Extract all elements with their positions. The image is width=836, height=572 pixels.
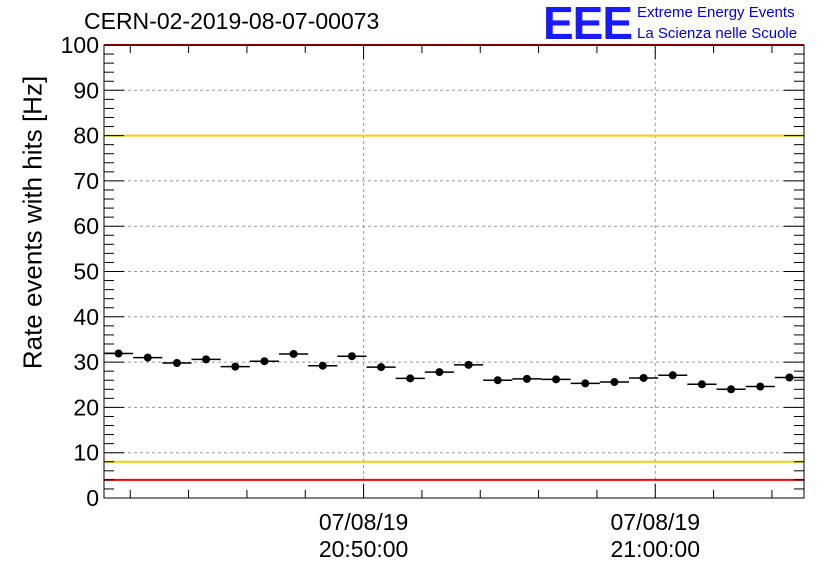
chart-title: CERN-02-2019-08-07-00073 — [84, 8, 380, 34]
data-point — [668, 371, 677, 380]
data-point — [202, 355, 211, 364]
data-points — [104, 349, 804, 394]
data-point — [143, 353, 152, 362]
eee-logo: EEE — [543, 0, 633, 49]
data-point — [260, 357, 269, 366]
y-tick-label: 30 — [73, 349, 99, 375]
data-point — [289, 349, 298, 358]
logo-text-line2: La Scienza nelle Scuole — [637, 25, 798, 42]
data-point — [435, 368, 444, 377]
y-tick-label: 80 — [73, 123, 99, 149]
data-point — [493, 376, 502, 385]
data-point — [347, 352, 356, 361]
data-point — [114, 349, 123, 358]
y-tick-label: 20 — [73, 394, 99, 420]
x-tick-date-label: 07/08/19 — [610, 509, 700, 535]
data-point — [581, 379, 590, 388]
data-point — [552, 375, 561, 384]
data-point — [697, 380, 706, 389]
data-point — [172, 359, 181, 368]
data-point — [785, 373, 794, 382]
data-point — [522, 374, 531, 383]
data-point — [756, 382, 765, 391]
x-tick-time-label: 20:50:00 — [319, 536, 409, 562]
axes: 010203040506070809010007/08/1920:50:0007… — [61, 32, 805, 562]
data-point — [464, 360, 473, 369]
data-point — [377, 363, 386, 372]
y-tick-label: 40 — [73, 304, 99, 330]
data-point — [318, 361, 327, 370]
data-point — [231, 362, 240, 371]
y-tick-label: 100 — [61, 32, 99, 58]
x-tick-time-label: 21:00:00 — [610, 536, 700, 562]
y-tick-label: 90 — [73, 77, 99, 103]
y-tick-label: 50 — [73, 259, 99, 285]
limit-lines — [104, 44, 804, 481]
y-tick-label: 10 — [73, 440, 99, 466]
y-tick-label: 70 — [73, 168, 99, 194]
x-tick-date-label: 07/08/19 — [319, 509, 409, 535]
data-point — [610, 378, 619, 387]
data-point — [406, 374, 415, 383]
grid — [104, 45, 804, 498]
data-point — [639, 373, 648, 382]
y-tick-label: 0 — [86, 485, 99, 511]
data-point — [727, 385, 736, 394]
y-tick-label: 60 — [73, 213, 99, 239]
logo-text-line1: Extreme Energy Events — [637, 4, 795, 21]
